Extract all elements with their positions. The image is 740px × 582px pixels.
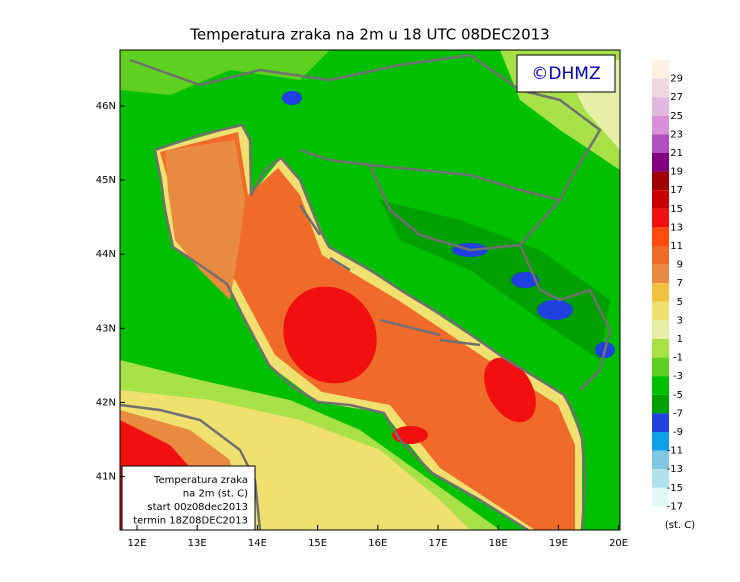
warm-core: [484, 357, 536, 423]
lon-label: 18E: [489, 538, 508, 549]
warm-core: [283, 286, 377, 384]
colorbar-label: 9: [677, 260, 683, 271]
colorbar-box: [652, 171, 669, 191]
colorbar-label: -1: [673, 353, 683, 364]
lat-label: 45N: [96, 175, 116, 186]
colorbar-box: [652, 153, 669, 172]
colorbar-unit: (st. C): [665, 520, 695, 531]
logo-box: [516, 54, 616, 93]
legend-box: [121, 465, 256, 531]
colorbar-label: -11: [667, 446, 683, 457]
colorbar-box: [652, 115, 669, 135]
lat-label: 41N: [96, 472, 116, 483]
lat-label: 46N: [96, 101, 116, 112]
border: [129, 53, 602, 202]
colorbar-box: [652, 134, 669, 153]
lon-label: 16E: [368, 538, 387, 549]
colorbar-box: [652, 450, 669, 470]
lon-label: 17E: [428, 538, 447, 549]
legend-line: na 2m (st. C): [183, 489, 248, 500]
axes: 46N 45N 44N 43N 42N 41N 12E 13E 14E 15E 16E 17E 18E 1…: [96, 101, 628, 549]
colorbar-box: [652, 506, 669, 525]
cold-spot: [511, 272, 539, 288]
colorbar-label: -3: [673, 371, 683, 382]
colorbar-label: -7: [673, 408, 683, 419]
colorbar-label: 1: [677, 334, 683, 345]
colorbar-label: 23: [670, 129, 683, 140]
colorbar-box: [652, 283, 669, 302]
cold-spot: [282, 91, 302, 105]
legend-line: start 00z08dec2013: [147, 502, 248, 513]
colorbar-label: -5: [673, 390, 683, 401]
colorbar-label: -17: [667, 501, 683, 512]
colorbar-box: [652, 376, 669, 395]
cold-spot: [537, 300, 573, 320]
coastline: [154, 123, 587, 530]
coastline: [120, 403, 262, 530]
colorbar-box: [652, 339, 669, 358]
island: [298, 204, 481, 347]
colorbar-box: [652, 97, 669, 116]
colorbar-box: [652, 432, 669, 451]
border: [368, 164, 561, 252]
lon-label: 19E: [549, 538, 568, 549]
colorbar-label: 5: [677, 297, 683, 308]
colorbar-box: [652, 264, 669, 284]
sea-field: [165, 140, 245, 300]
lat-label: 43N: [96, 323, 116, 334]
colorbar-label: 21: [670, 148, 683, 159]
colorbar-box: [652, 487, 669, 507]
warm-land: [120, 50, 330, 95]
coastline: [153, 149, 529, 530]
colorbar-label: 17: [670, 185, 683, 196]
colorbar-box: [652, 190, 669, 209]
colorbar-label: 15: [670, 204, 683, 215]
lon-label: 12E: [127, 538, 146, 549]
border: [518, 244, 612, 391]
lon-label: 13E: [188, 538, 207, 549]
colorbar-box: [652, 357, 669, 377]
colorbar-box: [652, 320, 669, 339]
colorbar-label: -13: [667, 464, 683, 475]
colorbar-label: 27: [670, 92, 683, 103]
colorbar-label: 29: [670, 74, 683, 85]
colorbar-label: 11: [670, 241, 683, 252]
map-title: Temperatura zraka na 2m u 18 UTC 08DEC20…: [189, 26, 549, 44]
colorbar-label: 13: [670, 222, 683, 233]
legend-line: Temperatura zraka: [153, 475, 248, 486]
colorbar-label: -15: [667, 483, 683, 494]
legend-line: termin 18Z08DEC2013: [133, 516, 248, 527]
lon-label: 20E: [609, 538, 628, 549]
colorbar-box: [652, 394, 669, 414]
colorbar-box: [652, 208, 669, 228]
colorbar: 29 27 25 23 21 19 17 15 13 11 9 7 5 3 1 -1 -3 -5 -7 -9 -11 -1…: [652, 60, 695, 531]
lat-label: 44N: [96, 249, 116, 260]
lon-label: 15E: [308, 538, 327, 549]
colorbar-box: [652, 227, 669, 246]
colorbar-label: 3: [677, 315, 683, 326]
colorbar-box: [652, 60, 669, 79]
colorbar-label: 25: [670, 111, 683, 122]
colorbar-box: [652, 246, 669, 265]
colorbar-box: [652, 413, 669, 432]
colorbar-label: 7: [677, 278, 683, 289]
colorbar-label: 19: [670, 167, 683, 178]
map-frame: [119, 49, 621, 531]
temperature-field: [120, 50, 620, 530]
logo: ©DHMZ: [531, 64, 600, 84]
colorbar-box: [652, 301, 669, 321]
lon-label: 14E: [248, 538, 267, 549]
colorbar-label: -9: [673, 427, 683, 438]
colorbar-box: [652, 469, 669, 488]
lat-label: 42N: [96, 397, 116, 408]
colorbar-box: [652, 78, 669, 98]
